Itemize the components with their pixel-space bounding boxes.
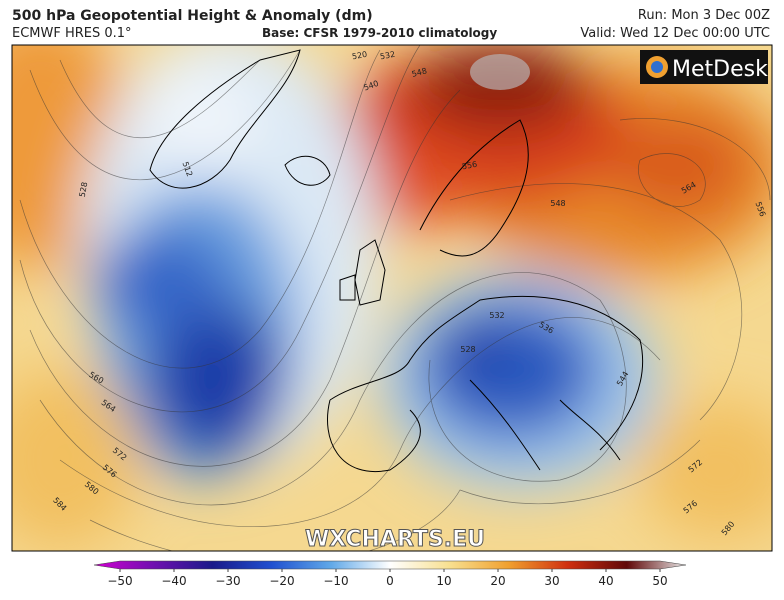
colorbar-tick-label: −10	[323, 574, 348, 588]
colorbar-tick-label: 50	[652, 574, 667, 588]
contour-label: 528	[460, 345, 475, 354]
colorbar-tick-label: −20	[269, 574, 294, 588]
colorbar-tick-label: 10	[436, 574, 451, 588]
colorbar-tick-label: 30	[544, 574, 559, 588]
map-frame	[11, 44, 773, 552]
contour-label: 520	[351, 50, 368, 62]
contours	[19, 45, 771, 551]
map-title: 500 hPa Geopotential Height & Anomaly (d…	[12, 8, 373, 24]
colorbar-tick-label: 40	[598, 574, 613, 588]
valid-label: Valid: Wed 12 Dec 00:00 UTC	[580, 26, 770, 41]
colorbar-tick-label: 0	[386, 574, 394, 588]
logo-text: MetDesk	[672, 57, 768, 82]
contour-label: 528	[78, 181, 90, 198]
model-label: ECMWF HRES 0.1°	[12, 26, 132, 41]
anomaly-field	[12, 45, 772, 551]
contour-label: 532	[379, 50, 396, 62]
colorbar-tick-label: 20	[490, 574, 505, 588]
watermark: WXCHARTS.EU	[305, 527, 485, 552]
colorbar-tick-label: −40	[161, 574, 186, 588]
contour-label: 548	[550, 199, 565, 208]
coastlines	[149, 49, 644, 472]
contour-label: 556	[461, 160, 478, 172]
run-label: Run: Mon 3 Dec 00Z	[637, 8, 770, 23]
colorbar-tick-label: −30	[215, 574, 240, 588]
colorbar	[93, 560, 687, 570]
contour-label: 548	[411, 66, 428, 79]
colorbar-tick-label: −50	[107, 574, 132, 588]
logo-icon-inner	[651, 61, 663, 73]
base-label: Base: CFSR 1979-2010 climatology	[262, 26, 498, 40]
contour-label: 532	[489, 311, 504, 320]
